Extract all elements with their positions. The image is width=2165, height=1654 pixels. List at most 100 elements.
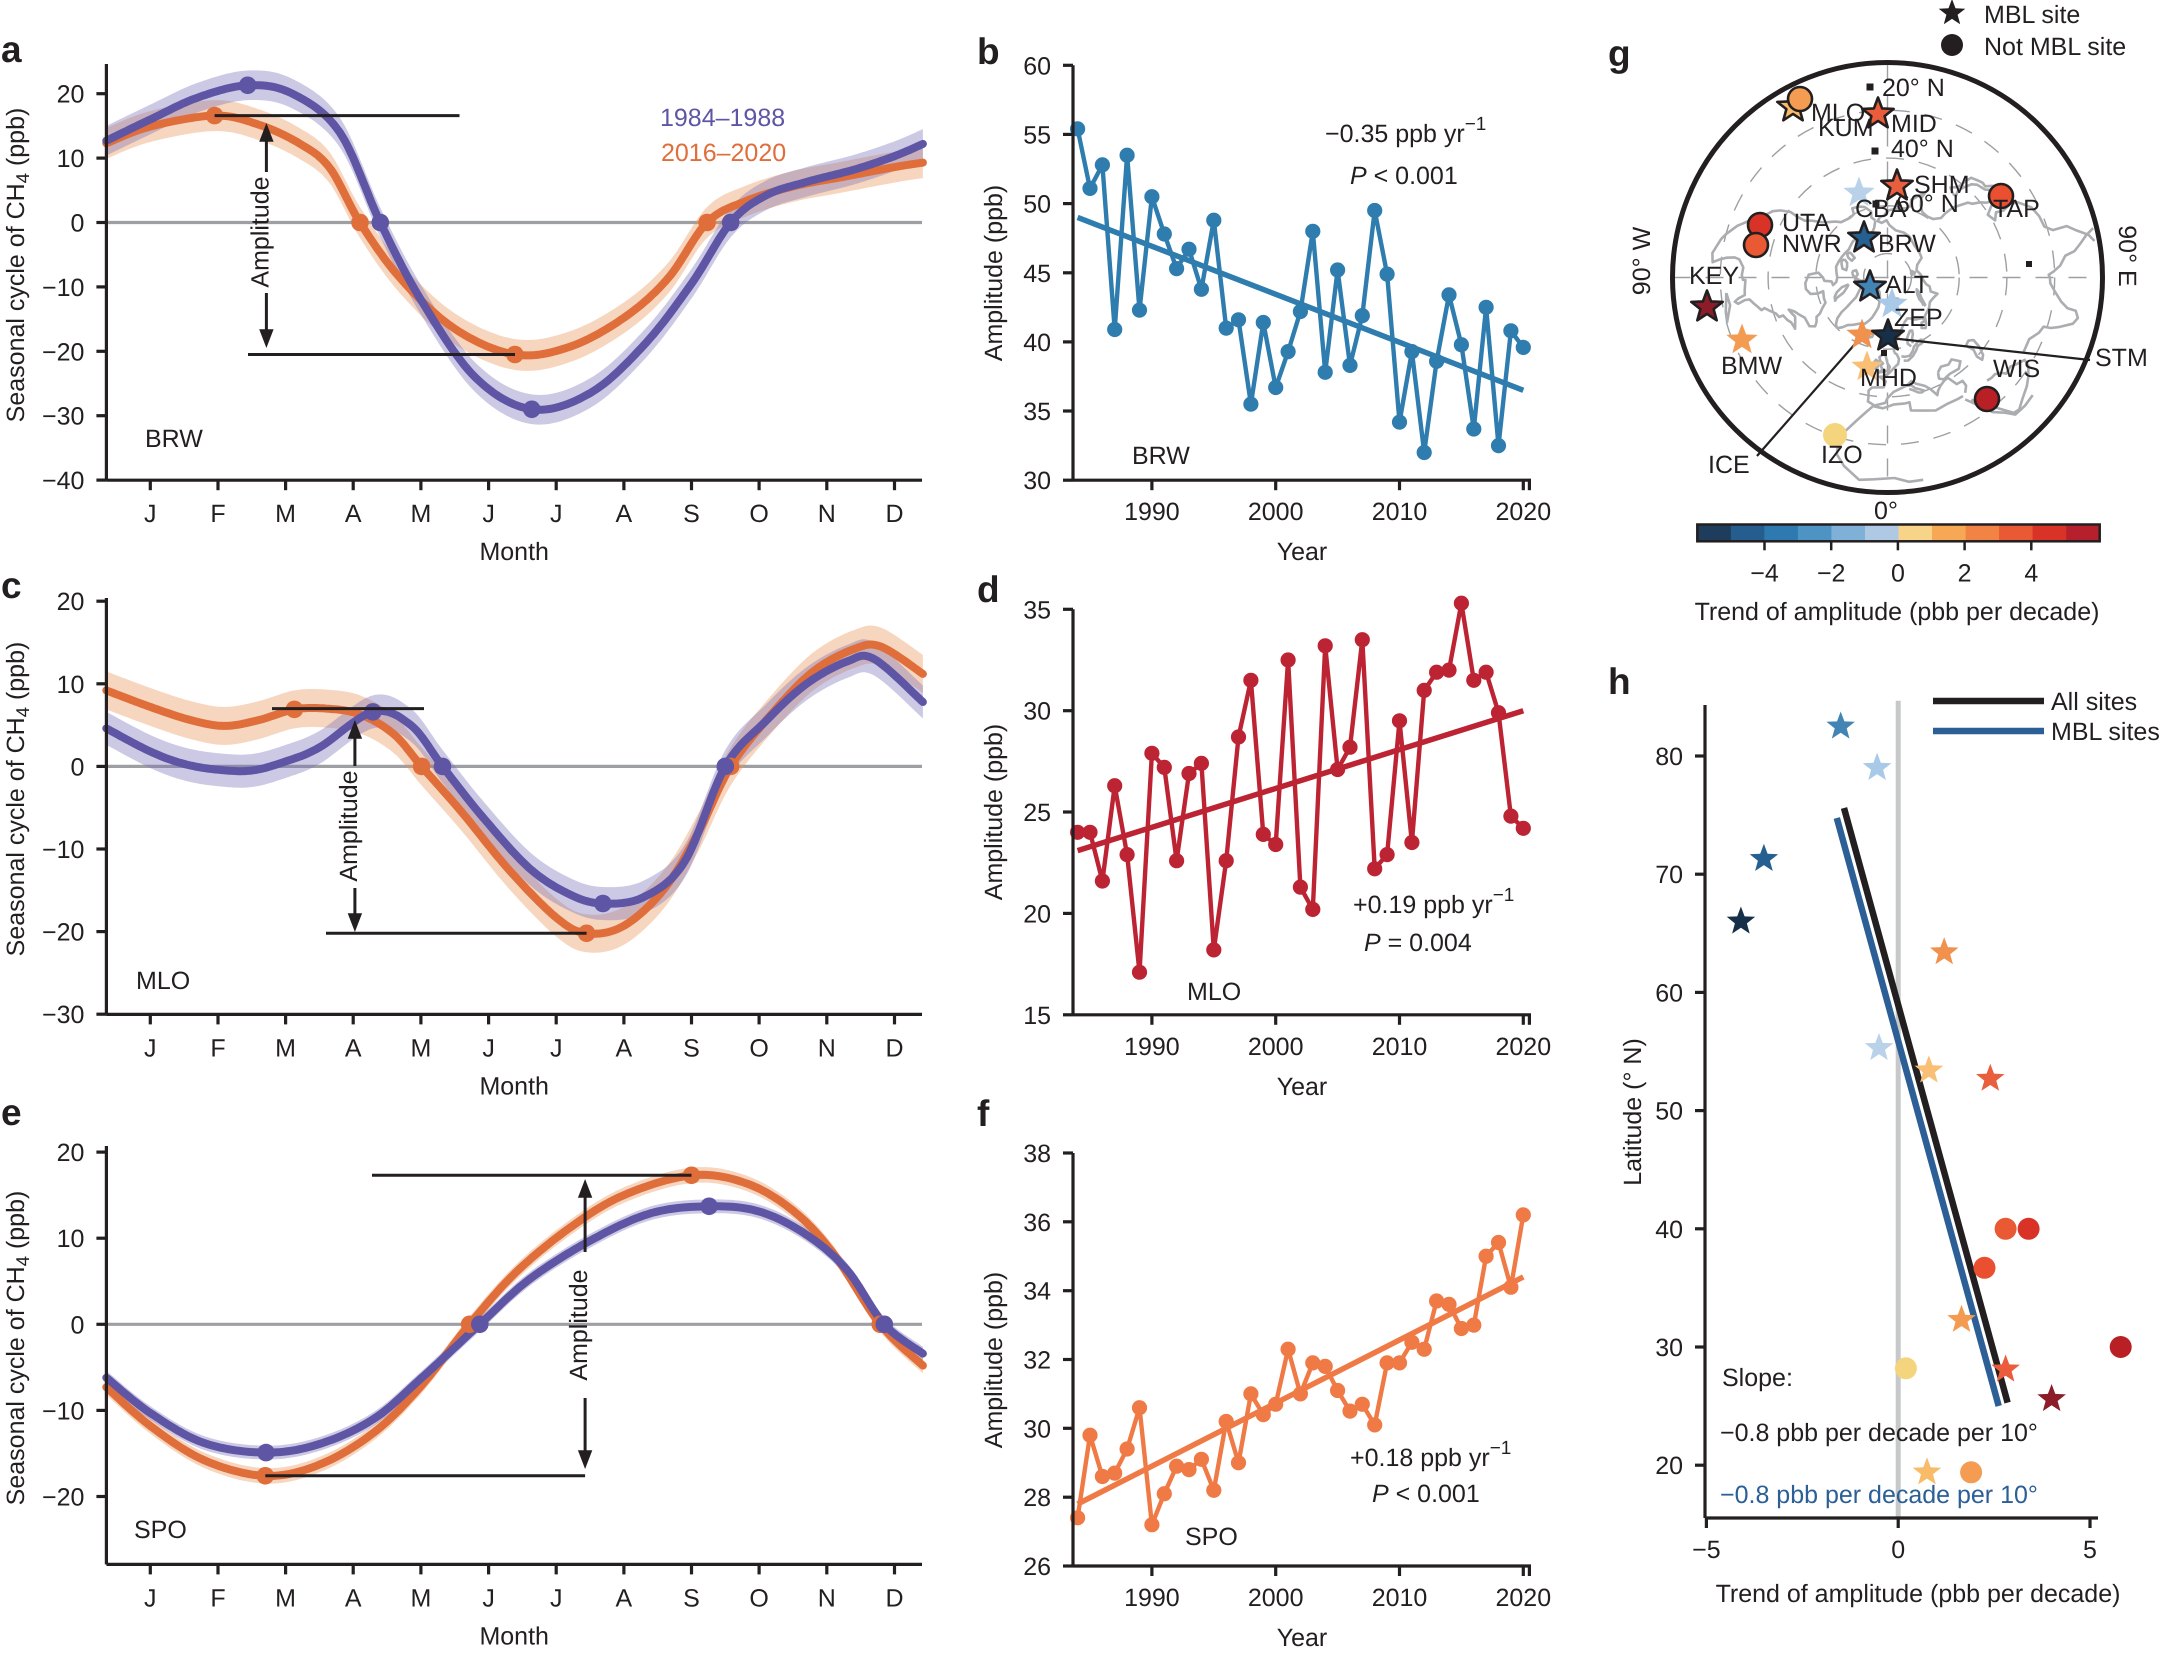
svg-text:Year: Year <box>1277 1624 1328 1649</box>
svg-text:ZEP: ZEP <box>1894 304 1943 332</box>
svg-text:NWR: NWR <box>1782 230 1842 258</box>
svg-text:1990: 1990 <box>1124 1033 1180 1061</box>
svg-text:4: 4 <box>2024 559 2038 587</box>
svg-text:−10: −10 <box>42 1397 84 1425</box>
svg-text:D: D <box>885 1034 903 1062</box>
svg-text:BRW: BRW <box>1132 442 1190 470</box>
svg-text:BRW: BRW <box>145 425 203 453</box>
svg-text:45: 45 <box>1023 260 1051 288</box>
svg-text:10: 10 <box>57 145 85 173</box>
svg-text:J: J <box>144 1034 157 1062</box>
svg-text:BMW: BMW <box>1721 352 1783 380</box>
svg-text:26: 26 <box>1023 1553 1051 1581</box>
svg-text:MBL sites: MBL sites <box>2051 718 2160 746</box>
svg-text:SPO: SPO <box>134 1516 187 1544</box>
svg-text:A: A <box>345 1034 362 1062</box>
svg-text:MBL site: MBL site <box>1984 1 2080 29</box>
svg-text:a: a <box>1 29 22 70</box>
svg-text:O: O <box>749 500 768 528</box>
svg-text:35: 35 <box>1023 398 1051 426</box>
svg-text:d: d <box>977 569 1000 610</box>
svg-text:40: 40 <box>1655 1216 1683 1244</box>
svg-text:ALT: ALT <box>1885 271 1929 299</box>
svg-text:A: A <box>345 1584 362 1612</box>
svg-text:ICE: ICE <box>1708 451 1750 479</box>
svg-text:F: F <box>210 500 225 528</box>
svg-text:J: J <box>482 500 495 528</box>
svg-text:1984–1988: 1984–1988 <box>660 104 785 132</box>
svg-text:e: e <box>1 1092 22 1133</box>
svg-text:UTA: UTA <box>1782 209 1830 237</box>
svg-text:J: J <box>550 1034 563 1062</box>
svg-text:−5: −5 <box>1692 1536 1721 1564</box>
svg-text:Amplitude (ppb): Amplitude (ppb) <box>980 185 1008 361</box>
svg-text:D: D <box>885 1584 903 1612</box>
svg-text:30: 30 <box>1023 467 1051 495</box>
svg-text:5: 5 <box>2083 1536 2097 1564</box>
svg-text:M: M <box>410 1584 431 1612</box>
svg-text:0: 0 <box>1891 1536 1905 1564</box>
svg-text:M: M <box>275 1584 296 1612</box>
svg-text:20: 20 <box>57 81 85 109</box>
svg-text:1990: 1990 <box>1124 1584 1180 1612</box>
svg-text:20° N: 20° N <box>1882 74 1945 102</box>
svg-text:Slope:: Slope: <box>1722 1364 1793 1392</box>
svg-text:J: J <box>482 1584 495 1612</box>
svg-text:Amplitude: Amplitude <box>335 770 363 881</box>
svg-text:20: 20 <box>1023 900 1051 928</box>
svg-text:2000: 2000 <box>1248 1033 1304 1061</box>
svg-text:MHD: MHD <box>1860 364 1917 392</box>
svg-text:2010: 2010 <box>1372 1033 1428 1061</box>
svg-text:−20: −20 <box>42 338 84 366</box>
svg-text:90° W: 90° W <box>1628 226 1656 295</box>
svg-text:J: J <box>550 1584 563 1612</box>
svg-text:40: 40 <box>1023 329 1051 357</box>
svg-text:1990: 1990 <box>1124 498 1180 526</box>
svg-text:A: A <box>616 500 633 528</box>
svg-text:MLO: MLO <box>1187 978 1241 1006</box>
svg-text:55: 55 <box>1023 121 1051 149</box>
svg-text:−2: −2 <box>1817 559 1846 587</box>
svg-text:MID: MID <box>1891 110 1937 138</box>
svg-text:2020: 2020 <box>1495 498 1551 526</box>
svg-text:A: A <box>616 1584 633 1612</box>
svg-text:50: 50 <box>1655 1098 1683 1126</box>
svg-text:60: 60 <box>1655 979 1683 1007</box>
svg-text:60: 60 <box>1023 52 1051 80</box>
svg-text:g: g <box>1608 33 1631 74</box>
svg-text:−30: −30 <box>42 1001 84 1029</box>
svg-text:J: J <box>550 500 563 528</box>
svg-text:h: h <box>1608 661 1631 702</box>
svg-text:20: 20 <box>57 1139 85 1167</box>
svg-text:M: M <box>410 1034 431 1062</box>
svg-text:S: S <box>683 1584 700 1612</box>
svg-text:15: 15 <box>1023 1002 1051 1030</box>
svg-text:−40: −40 <box>42 467 84 495</box>
svg-text:M: M <box>275 500 296 528</box>
svg-text:−20: −20 <box>42 1484 84 1512</box>
svg-text:KEY: KEY <box>1689 262 1739 290</box>
svg-text:Year: Year <box>1277 538 1328 566</box>
svg-text:Month: Month <box>479 1072 548 1100</box>
svg-text:−20: −20 <box>42 919 84 947</box>
svg-text:D: D <box>885 500 903 528</box>
svg-text:0: 0 <box>1891 559 1905 587</box>
svg-text:25: 25 <box>1023 799 1051 827</box>
svg-text:32: 32 <box>1023 1347 1051 1375</box>
svg-text:−4: −4 <box>1750 559 1779 587</box>
svg-text:2: 2 <box>1958 559 1972 587</box>
svg-text:O: O <box>749 1034 768 1062</box>
svg-text:IZO: IZO <box>1821 441 1863 469</box>
svg-text:−10: −10 <box>42 274 84 302</box>
svg-text:M: M <box>410 500 431 528</box>
svg-text:Trend of amplitude (pbb per de: Trend of amplitude (pbb per decade) <box>1695 598 2100 626</box>
svg-text:−10: −10 <box>42 836 84 864</box>
svg-text:J: J <box>144 1584 157 1612</box>
svg-text:J: J <box>482 1034 495 1062</box>
svg-text:P < 0.001: P < 0.001 <box>1350 162 1458 190</box>
svg-text:CBA: CBA <box>1855 195 1907 223</box>
svg-text:28: 28 <box>1023 1484 1051 1512</box>
svg-text:N: N <box>818 500 836 528</box>
svg-text:70: 70 <box>1655 861 1683 889</box>
svg-text:A: A <box>616 1034 633 1062</box>
